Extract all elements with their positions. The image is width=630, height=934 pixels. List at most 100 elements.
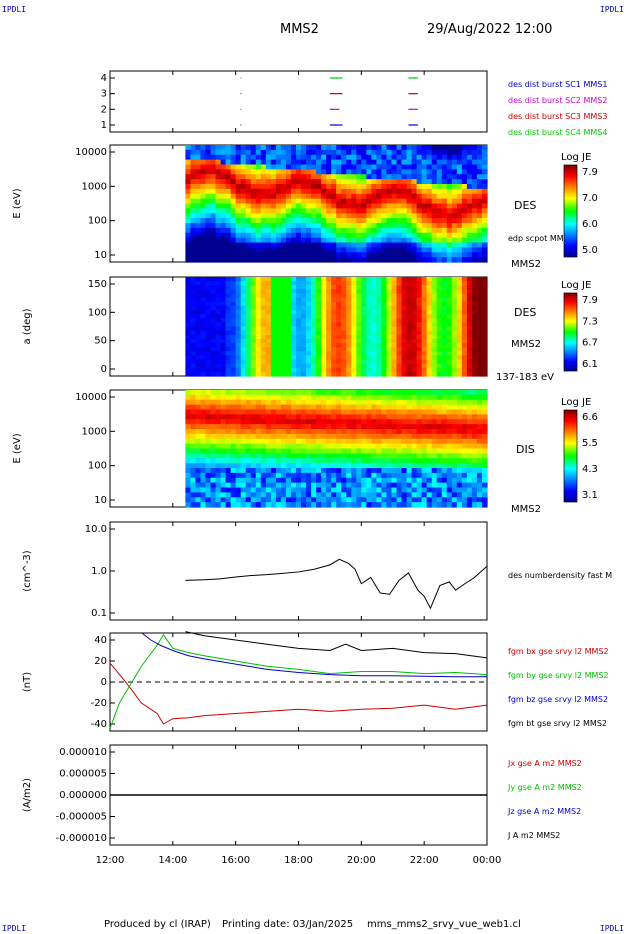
des-energy-cell <box>260 252 267 258</box>
des-pitch-cell <box>446 297 453 303</box>
dis-energy-cell <box>361 429 367 435</box>
dis-energy-cell <box>220 399 227 406</box>
des-energy-cell <box>451 203 458 209</box>
des-energy-cell <box>290 237 297 244</box>
dis-energy-cell <box>406 409 413 415</box>
des-pitch-cell <box>336 314 342 319</box>
dis-energy-cell <box>376 433 383 440</box>
dis-energy-cell <box>416 409 423 415</box>
des-energy-cell <box>250 252 257 258</box>
dis-energy-cell <box>331 453 337 459</box>
des-energy-cell <box>290 223 297 229</box>
des-pitch-cell <box>190 371 197 377</box>
des-pitch-cell <box>290 281 297 286</box>
des-energy-cell <box>275 145 282 151</box>
des-energy-cell <box>411 184 418 190</box>
dis-energy-cell <box>275 394 282 401</box>
dis-energy-cell <box>321 492 327 498</box>
dis-energy-cell <box>386 438 393 445</box>
dis-energy-cell <box>461 453 468 459</box>
dis-energy-cell <box>185 472 192 479</box>
des-energy-cell <box>235 242 242 248</box>
dis-energy-cell <box>341 492 347 498</box>
dis-energy-cell <box>270 414 277 420</box>
des-energy-cell <box>306 257 312 263</box>
des-energy-cell <box>311 179 317 185</box>
dis-energy-cell <box>336 409 342 415</box>
dis-energy-cell <box>270 390 277 396</box>
des-pitch-cell <box>225 363 232 369</box>
dis-energy-cell <box>210 482 217 489</box>
des-pitch-cell <box>321 322 327 328</box>
des-pitch-cell <box>265 363 272 369</box>
des-energy-cell <box>356 159 362 166</box>
des-pitch-cell <box>235 285 242 290</box>
dis-energy-cell <box>316 463 322 469</box>
dis-energy-cell <box>185 419 192 425</box>
dis-energy-cell <box>331 394 337 401</box>
des-energy-cell <box>456 145 463 151</box>
dis-energy-cell <box>195 497 202 503</box>
dis-energy-cell <box>371 414 378 420</box>
fgm-series-line <box>185 631 488 659</box>
des-pitch-cell <box>391 338 398 344</box>
dis-energy-cell <box>396 429 403 435</box>
des-pitch-cell <box>210 318 217 323</box>
dis-energy-cell <box>311 390 317 396</box>
des-energy-cell <box>371 174 378 180</box>
des-pitch-cell <box>371 330 378 336</box>
des-pitch-cell <box>316 310 322 315</box>
dis-energy-colorbar-tick-label: 5.5 <box>582 438 598 449</box>
dis-energy-cell <box>376 492 383 498</box>
dis-energy-cell <box>426 472 433 479</box>
des-pitch-cell <box>386 314 393 319</box>
dis-energy-cell <box>416 482 423 489</box>
des-energy-cell <box>250 208 257 214</box>
des-pitch-cell <box>215 359 222 365</box>
des-energy-cell <box>316 252 322 258</box>
des-energy-cell <box>391 232 398 239</box>
burst-y-tick-label: 4 <box>101 73 107 84</box>
des-pitch-cell <box>471 314 478 319</box>
des-energy-mission-label: MMS2 <box>511 259 541 270</box>
dis-energy-cell <box>321 458 327 464</box>
des-pitch-cell <box>441 359 448 365</box>
des-pitch-cell <box>366 363 372 369</box>
des-pitch-cell <box>275 289 282 295</box>
des-pitch-cell <box>205 314 212 319</box>
des-pitch-cell <box>366 301 372 307</box>
dis-energy-cell <box>396 502 403 508</box>
dis-energy-cell <box>476 419 483 425</box>
des-pitch-cell <box>255 334 262 340</box>
dis-energy-cell <box>446 487 453 493</box>
des-pitch-cell <box>391 347 398 352</box>
des-energy-cell <box>341 252 347 258</box>
dis-energy-cell <box>245 448 252 454</box>
des-pitch-cell <box>431 338 438 344</box>
des-energy-cell <box>210 193 217 200</box>
dis-energy-cell <box>185 468 192 474</box>
des-pitch-cell <box>451 326 458 332</box>
des-pitch-cell <box>301 371 307 377</box>
dis-energy-cell <box>436 472 443 479</box>
des-pitch-cell <box>446 359 453 365</box>
dis-energy-cell <box>441 472 448 479</box>
des-pitch-cell <box>461 305 468 311</box>
des-energy-cell <box>471 247 478 253</box>
des-energy-cell <box>436 174 443 180</box>
des-pitch-cell <box>406 285 413 290</box>
des-energy-cell <box>215 218 222 224</box>
des-energy-cell <box>381 232 388 239</box>
dis-energy-cell <box>326 463 332 469</box>
dis-energy-cell <box>461 390 468 396</box>
des-pitch-cell <box>185 334 192 340</box>
dis-energy-cell <box>295 497 302 503</box>
des-pitch-cell <box>386 343 393 348</box>
dis-energy-cell <box>235 482 242 489</box>
des-pitch-cell <box>361 367 367 373</box>
des-pitch-cell <box>446 289 453 295</box>
dis-energy-cell <box>421 487 428 493</box>
dis-energy-cell <box>406 487 413 493</box>
des-energy-cell <box>306 188 312 195</box>
dis-energy-cell <box>381 419 388 425</box>
